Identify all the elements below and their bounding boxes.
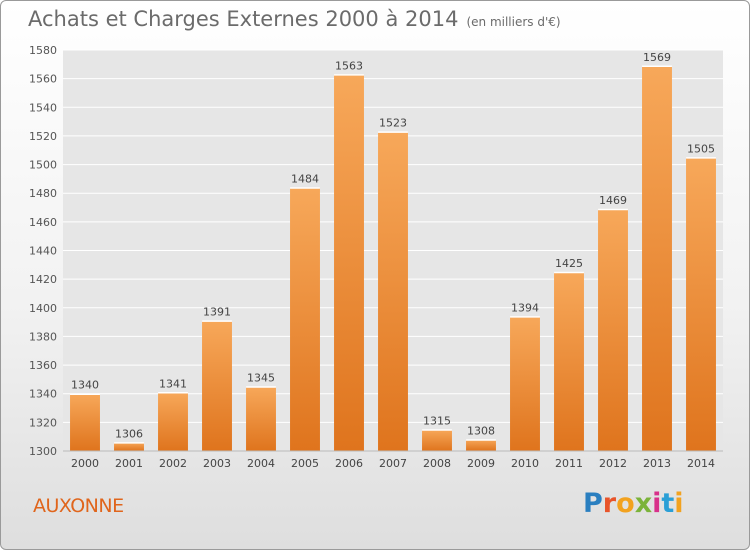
logo-letter: r xyxy=(602,488,617,519)
data-label-2000: 1340 xyxy=(71,379,99,392)
bar-2001 xyxy=(114,442,144,451)
y-tick-label: 1380 xyxy=(29,330,57,343)
x-tick-label: 2010 xyxy=(511,457,539,470)
bar-2013 xyxy=(642,65,672,451)
x-tick-label: 2003 xyxy=(203,457,231,470)
x-tick-label: 2004 xyxy=(247,457,275,470)
bar-2002 xyxy=(158,392,188,451)
x-tick-label: 2014 xyxy=(687,457,715,470)
data-label-2012: 1469 xyxy=(599,194,627,207)
y-tick-label: 1420 xyxy=(29,273,57,286)
data-label-2009: 1308 xyxy=(467,425,495,438)
x-tick-label: 2006 xyxy=(335,457,363,470)
logo-letter: P xyxy=(583,488,603,519)
bar-2000 xyxy=(70,393,100,451)
data-label-2007: 1523 xyxy=(379,117,407,130)
bar-2011 xyxy=(554,271,584,451)
x-tick-label: 2005 xyxy=(291,457,319,470)
logo-letter: i xyxy=(652,488,662,519)
chart-title: Achats et Charges Externes 2000 à 2014 (e… xyxy=(28,7,561,31)
bar-2008 xyxy=(422,429,452,451)
y-tick-label: 1400 xyxy=(29,302,57,315)
bar-2009 xyxy=(466,439,496,451)
data-labels: 1340 1306 1341 1391 1345 1484 1563 1523 1315 1308… xyxy=(71,51,715,441)
y-tick-label: 1540 xyxy=(29,101,57,114)
data-label-2001: 1306 xyxy=(115,427,143,440)
bar-2005 xyxy=(290,187,320,451)
data-label-2006: 1563 xyxy=(335,59,363,72)
x-tick-labels: 2000 2001 2002 2003 2004 2005 2006 2007 2008 2009… xyxy=(63,450,723,470)
x-tick-label: 2011 xyxy=(555,457,583,470)
x-tick-label: 2008 xyxy=(423,457,451,470)
x-tick-label: 2001 xyxy=(115,457,143,470)
chart-subtitle: (en milliers d'€) xyxy=(466,15,561,29)
town-name: AUXONNE xyxy=(33,495,124,517)
x-tick-label: 2012 xyxy=(599,457,627,470)
data-label-2004: 1345 xyxy=(247,372,275,385)
y-tick-labels: 1300 1320 1340 1360 1380 1400 1420 1440 1460 1480… xyxy=(29,44,57,458)
x-tick-label: 2002 xyxy=(159,457,187,470)
data-label-2010: 1394 xyxy=(511,301,539,314)
data-label-2014: 1505 xyxy=(687,142,715,155)
logo-letter: i xyxy=(674,488,684,519)
title-text: Achats et Charges Externes 2000 à 2014 xyxy=(28,7,459,31)
y-tick-label: 1560 xyxy=(29,73,57,86)
bars-group xyxy=(70,65,716,452)
logo-letter: t xyxy=(661,488,675,519)
bar-2007 xyxy=(378,131,408,451)
y-tick-label: 1320 xyxy=(29,416,57,429)
y-tick-label: 1460 xyxy=(29,216,57,229)
y-tick-label: 1340 xyxy=(29,388,57,401)
logo-letter: o xyxy=(616,488,635,519)
data-label-2003: 1391 xyxy=(203,306,231,319)
x-tick-label: 2007 xyxy=(379,457,407,470)
y-tick-label: 1580 xyxy=(29,44,57,57)
bar-2003 xyxy=(202,320,232,451)
bar-2014 xyxy=(686,157,716,452)
x-tick-label: 2013 xyxy=(643,457,671,470)
y-tick-label: 1480 xyxy=(29,187,57,200)
data-label-2008: 1315 xyxy=(423,415,451,428)
data-label-2002: 1341 xyxy=(159,377,187,390)
y-tick-label: 1500 xyxy=(29,159,57,172)
bar-2004 xyxy=(246,386,276,451)
data-label-2005: 1484 xyxy=(291,172,319,185)
logo-letter: x xyxy=(634,488,653,519)
y-tick-label: 1360 xyxy=(29,359,57,372)
data-label-2013: 1569 xyxy=(643,51,671,64)
y-tick-label: 1440 xyxy=(29,245,57,258)
data-label-2011: 1425 xyxy=(555,257,583,270)
y-tick-label: 1520 xyxy=(29,130,57,143)
bar-2010 xyxy=(510,316,540,451)
proxiti-logo: Proxiti xyxy=(583,488,684,519)
bar-2006 xyxy=(334,74,364,451)
x-tick-label: 2009 xyxy=(467,457,495,470)
x-tick-label: 2000 xyxy=(71,457,99,470)
bar-2012 xyxy=(598,208,628,451)
y-tick-label: 1300 xyxy=(29,445,57,458)
